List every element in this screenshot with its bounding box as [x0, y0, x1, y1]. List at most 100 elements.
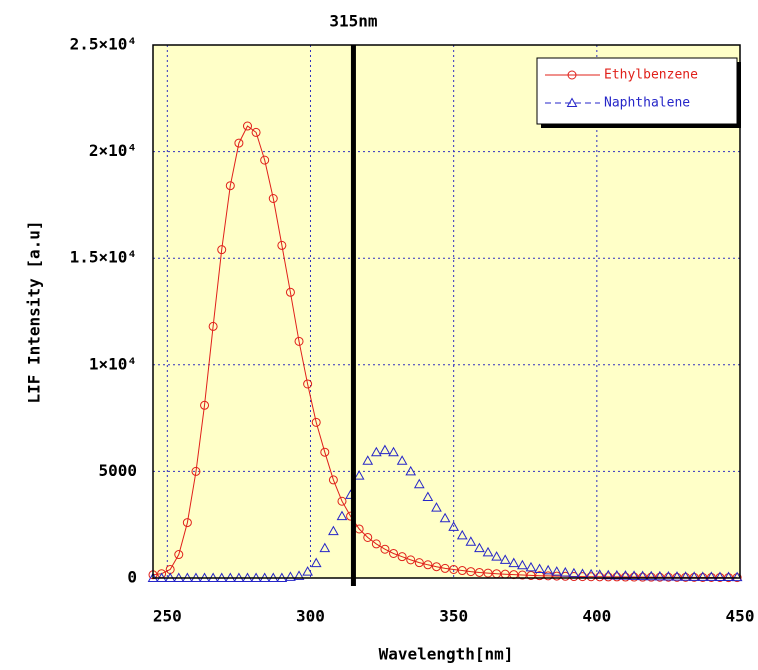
data-point: [671, 571, 683, 581]
data-point: [474, 542, 485, 553]
data-point: [629, 572, 639, 582]
legend: Ethylbenzene Naphthalene: [536, 57, 741, 128]
data-point: [637, 570, 648, 581]
data-point: [611, 569, 623, 580]
data-point: [370, 446, 382, 457]
data-point: [551, 566, 563, 576]
y-tick-label: 5000: [98, 461, 137, 480]
data-point: [242, 121, 252, 131]
y-axis-label: LIF Intensity [a.u]: [25, 220, 44, 403]
data-point: [466, 567, 476, 577]
y-tick-label: 1×10⁴: [89, 354, 137, 373]
plot-frame: [152, 44, 741, 579]
legend-label: Naphthalene: [604, 96, 690, 111]
data-point: [260, 155, 270, 165]
data-point: [336, 510, 348, 521]
data-point: [328, 475, 338, 485]
data-point: [413, 478, 425, 489]
data-point: [379, 444, 391, 455]
legend-marker: [567, 70, 577, 80]
data-point: [517, 570, 527, 580]
data-point: [362, 455, 374, 465]
data-point: [431, 562, 441, 572]
y-tick-label: 0: [127, 568, 137, 587]
x-tick-label: 300: [296, 607, 325, 626]
data-point: [389, 548, 399, 558]
data-point: [293, 570, 305, 580]
data-point: [406, 555, 416, 565]
data-point: [638, 572, 648, 582]
data-point: [277, 240, 287, 250]
data-point: [646, 572, 656, 582]
data-point: [559, 566, 571, 577]
data-point: [422, 491, 434, 501]
data-point: [191, 466, 201, 476]
data-point: [449, 564, 459, 574]
data-point: [174, 550, 184, 560]
data-point: [396, 455, 408, 465]
data-point: [457, 566, 467, 576]
x-tick-label: 400: [582, 607, 611, 626]
data-point: [310, 557, 322, 568]
data-point: [714, 571, 726, 582]
y-tick-label: 1.5×10⁴: [70, 248, 137, 267]
data-point: [456, 529, 468, 540]
data-point: [337, 496, 347, 506]
data-point: [542, 564, 554, 575]
data-point: [320, 447, 330, 457]
data-point: [482, 546, 494, 557]
data-point: [706, 571, 717, 581]
data-point: [645, 570, 657, 581]
x-tick-label: 450: [726, 607, 755, 626]
data-point: [397, 552, 407, 562]
data-point: [268, 194, 278, 204]
data-point: [697, 571, 709, 581]
y-tick-label: 2×10⁴: [89, 141, 137, 160]
data-point: [525, 561, 537, 572]
data-point: [303, 379, 313, 389]
data-point: [311, 417, 321, 427]
data-point: [723, 571, 734, 582]
data-point: [543, 571, 553, 581]
data-point: [217, 245, 227, 255]
data-point: [405, 465, 417, 476]
data-point: [200, 400, 210, 410]
legend-marker: [566, 97, 578, 107]
data-point: [517, 559, 528, 570]
data-point: [535, 571, 545, 581]
x-tick-label: 350: [439, 607, 468, 626]
data-point: [568, 567, 580, 578]
data-point: [414, 558, 424, 568]
data-point: [431, 502, 442, 512]
data-point: [663, 570, 674, 581]
annotation-label: 315nm: [329, 12, 378, 31]
data-point: [491, 551, 502, 561]
data-point: [628, 570, 640, 580]
data-point: [380, 544, 390, 554]
data-point: [234, 138, 244, 148]
data-point: [302, 566, 313, 576]
data-point: [526, 570, 536, 580]
data-point: [483, 568, 493, 578]
data-point: [285, 571, 296, 581]
legend-label: Ethylbenzene: [604, 68, 698, 83]
data-point: [499, 554, 511, 564]
data-point: [439, 512, 451, 523]
data-point: [285, 287, 295, 297]
data-point: [319, 542, 331, 553]
data-point: [680, 571, 691, 581]
legend-box: [536, 57, 738, 125]
data-point: [353, 470, 365, 480]
data-point: [208, 321, 218, 331]
data-point: [448, 521, 460, 531]
data-point: [182, 518, 192, 528]
data-point: [225, 181, 235, 191]
data-point: [440, 563, 450, 573]
data-point: [474, 567, 484, 577]
y-tick-label: 2.5×10⁴: [70, 35, 137, 54]
data-point: [363, 532, 373, 542]
data-point: [388, 446, 399, 457]
x-axis-label: Wavelength[nm]: [379, 645, 514, 664]
data-point: [371, 539, 381, 549]
